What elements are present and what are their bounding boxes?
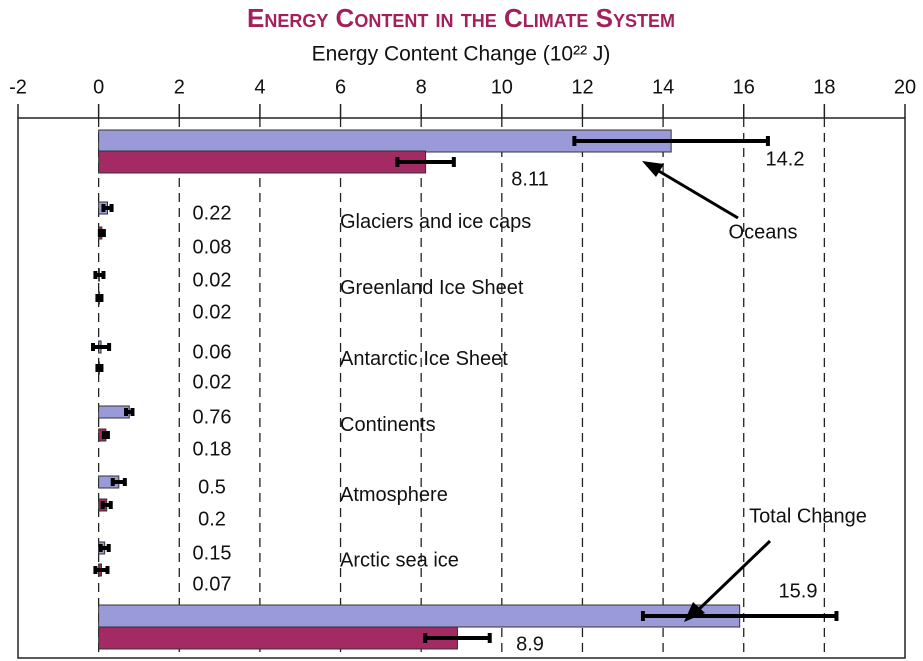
arrow-head — [684, 602, 705, 622]
chart-title: Energy Content in the Climate System — [247, 3, 675, 33]
bar — [98, 626, 458, 650]
x-tick-label: 20 — [894, 76, 916, 98]
x-tick-label: -2 — [9, 76, 27, 98]
category-label: Continents — [340, 414, 436, 436]
category-label: Antarctic Ice Sheet — [340, 348, 508, 370]
x-tick-label: 4 — [254, 76, 265, 98]
x-axis-label: Energy Content Change (10²² J) — [312, 43, 611, 66]
plot-frame — [17, 117, 906, 659]
x-tick-label: 6 — [335, 76, 346, 98]
category-label: Total Change — [749, 505, 867, 527]
value-label: 14.2 — [766, 148, 805, 170]
value-label: 0.22 — [193, 202, 232, 224]
x-tick-label: 14 — [652, 76, 674, 98]
value-label: 15.9 — [779, 580, 818, 602]
x-tick-label: 16 — [733, 76, 755, 98]
category-label: Oceans — [729, 221, 798, 243]
value-label: 8.11 — [511, 168, 548, 190]
arrow-head — [642, 161, 664, 177]
x-tick-label: 2 — [174, 76, 185, 98]
x-tick-label: 10 — [491, 76, 513, 98]
arrow — [692, 539, 772, 616]
bar — [98, 150, 427, 174]
value-label: 0.2 — [198, 508, 226, 530]
x-tick-label: 12 — [571, 76, 593, 98]
value-label: 0.07 — [193, 573, 232, 595]
value-label: 0.15 — [193, 542, 232, 564]
category-label: Arctic sea ice — [340, 549, 459, 571]
value-label: 8.9 — [516, 633, 544, 655]
category-label: Atmosphere — [340, 484, 448, 506]
value-label: 0.18 — [193, 438, 232, 460]
value-label: 0.08 — [193, 236, 232, 258]
arrow — [651, 165, 739, 220]
value-label: 0.02 — [193, 371, 232, 393]
value-label: 0.02 — [193, 269, 232, 291]
value-label: 0.06 — [193, 341, 232, 363]
value-label: 0.76 — [193, 406, 232, 428]
x-tick-label: 8 — [416, 76, 427, 98]
value-label: 0.5 — [198, 476, 226, 498]
category-label: Greenland Ice Sheet — [340, 277, 524, 299]
x-tick-label: 18 — [813, 76, 835, 98]
value-label: 0.02 — [193, 301, 232, 323]
x-tick-label: 0 — [93, 76, 104, 98]
category-label: Glaciers and ice caps — [340, 211, 531, 233]
